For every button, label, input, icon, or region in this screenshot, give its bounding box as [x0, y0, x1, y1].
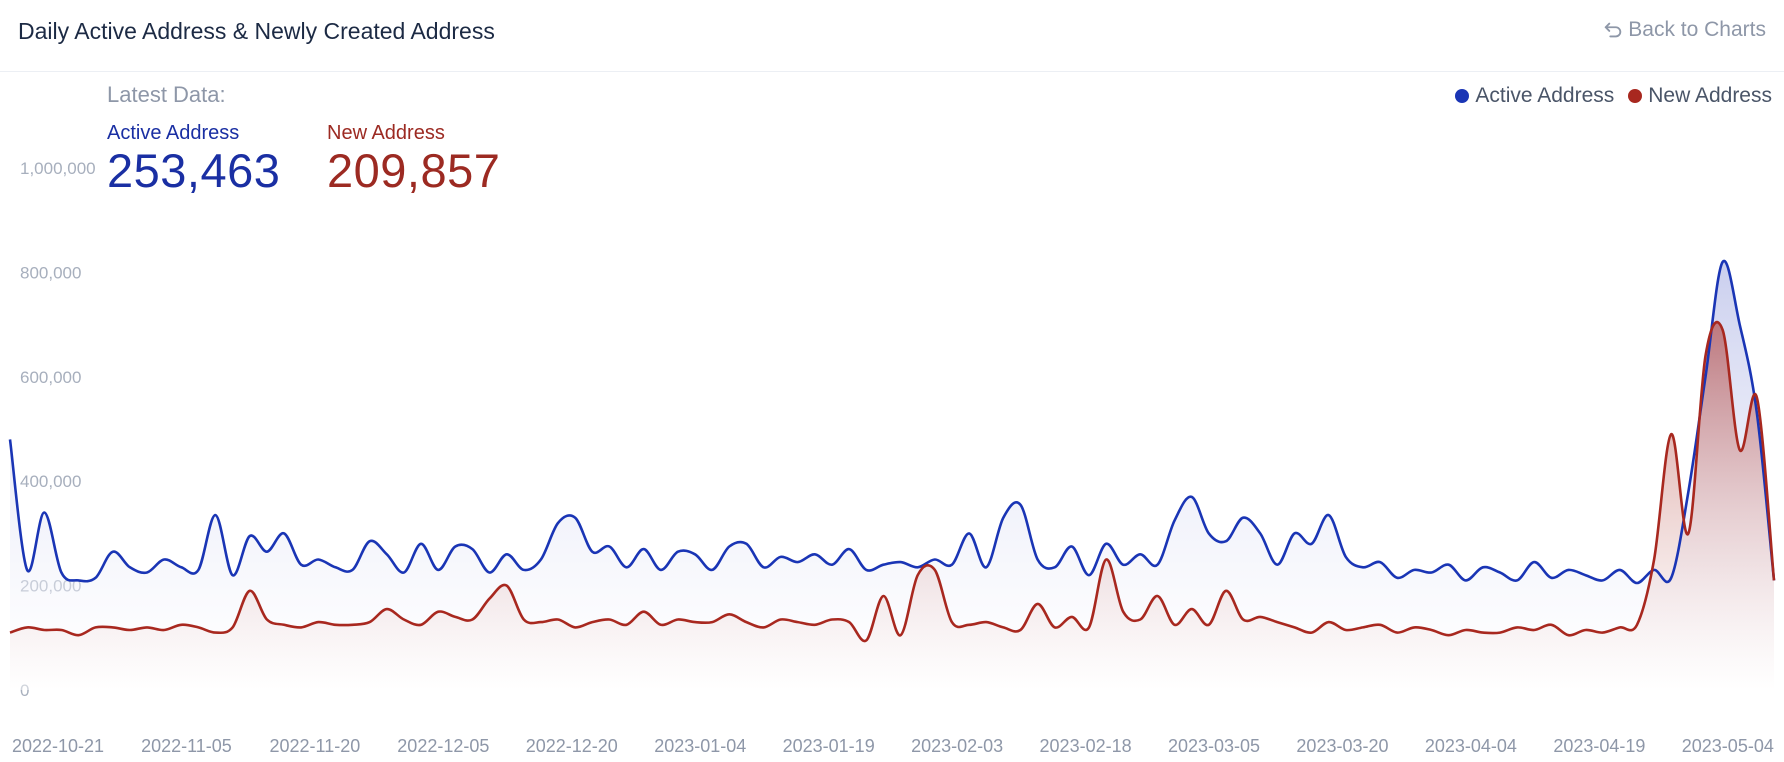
x-tick-label: 2023-02-18 [1040, 736, 1132, 756]
new-address-metric: New Address 209,857 [327, 122, 500, 195]
active-address-area [10, 260, 1774, 690]
x-tick-label: 2023-03-20 [1296, 736, 1388, 756]
active-address-metric-label: Active Address [107, 122, 240, 144]
new-address-area [10, 322, 1774, 690]
y-tick-label: 800,000 [20, 263, 81, 282]
y-tick-label: 0 [20, 681, 29, 700]
legend-item-active-address[interactable]: Active Address [1455, 84, 1614, 108]
y-tick-label: 600,000 [20, 368, 81, 387]
chart-legend: Active Address New Address [1455, 84, 1772, 108]
x-tick-label: 2023-05-04 [1682, 736, 1774, 756]
x-tick-label: 2023-04-19 [1553, 736, 1645, 756]
legend-label-new-address: New Address [1648, 84, 1772, 107]
legend-item-new-address[interactable]: New Address [1628, 84, 1772, 108]
page-title: Daily Active Address & Newly Created Add… [18, 18, 495, 44]
x-tick-label: 2022-12-05 [397, 736, 489, 756]
x-tick-label: 2023-03-05 [1168, 736, 1260, 756]
new-address-line [9, 320, 1776, 643]
new-address-metric-label: New Address [327, 122, 445, 144]
legend-dot-new-icon [1628, 89, 1643, 103]
active-address-metric: Active Address 253,463 [107, 122, 280, 195]
header-bar: Daily Active Address & Newly Created Add… [0, 0, 1784, 72]
x-tick-label: 2023-01-19 [783, 736, 875, 756]
back-arrow-icon [1605, 22, 1622, 38]
legend-label-active-address: Active Address [1475, 84, 1615, 107]
x-tick-label: 2023-04-04 [1425, 736, 1517, 756]
x-axis: 2022-10-21 2022-11-05 2022-11-20 2022-12-05… [12, 736, 1774, 756]
x-tick-label: 2022-10-21 [12, 736, 104, 756]
new-address-metric-value: 209,857 [327, 144, 501, 197]
x-tick-label: 2022-11-05 [141, 736, 232, 756]
x-tick-label: 2022-12-20 [526, 736, 618, 756]
back-to-charts-label: Back to Charts [1628, 18, 1766, 41]
active-address-line [8, 259, 1776, 585]
x-tick-label: 2022-11-20 [270, 736, 361, 756]
active-address-metric-value: 253,463 [107, 144, 281, 197]
y-tick-label: 400,000 [20, 472, 81, 491]
x-tick-label: 2023-02-03 [911, 736, 1003, 756]
y-tick-label: 1,000,000 [20, 159, 96, 178]
x-tick-label: 2023-01-04 [654, 736, 746, 756]
back-to-charts-link[interactable]: Back to Charts [1602, 18, 1766, 42]
legend-dot-active-icon [1455, 89, 1470, 103]
series-layer [8, 259, 1776, 690]
latest-data-label: Latest Data: [107, 82, 226, 107]
